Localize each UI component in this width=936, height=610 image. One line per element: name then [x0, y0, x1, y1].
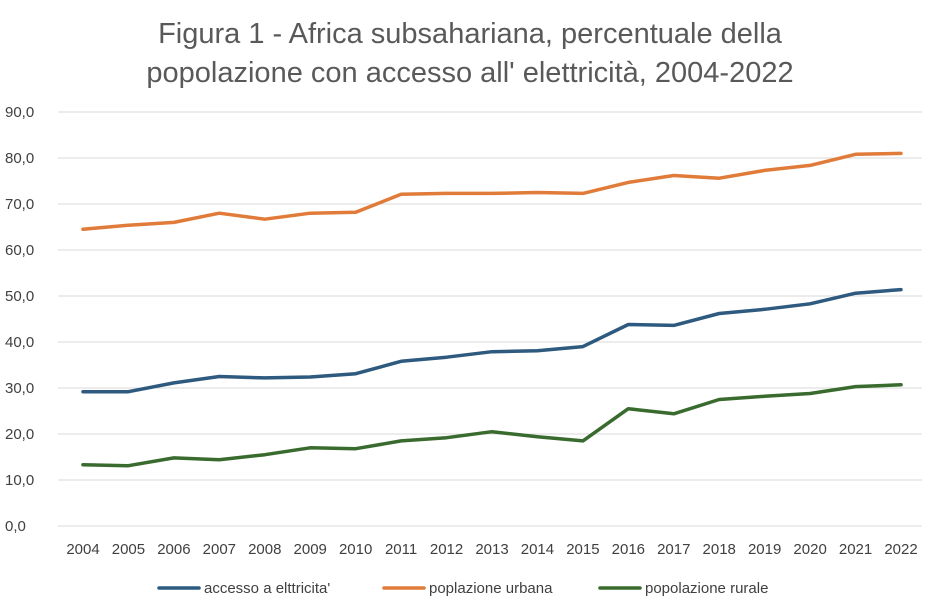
y-tick-label: 20,0 — [5, 426, 34, 443]
legend: accesso a elttricita' poplazione urbana po… — [157, 580, 768, 597]
y-tick-label: 90,0 — [5, 104, 34, 121]
x-tick-label: 2015 — [566, 541, 599, 558]
y-tick-label: 10,0 — [5, 472, 34, 489]
x-tick-label: 2012 — [430, 541, 463, 558]
series-line-3 — [81, 383, 903, 468]
x-tick-label: 2007 — [203, 541, 236, 558]
series-lines — [81, 151, 903, 468]
x-tick-label: 2005 — [112, 541, 145, 558]
chart-title: Figura 1 - Africa subsahariana, percentu… — [146, 18, 793, 89]
y-axis-tick-labels: 0,0 10,0 20,0 30,0 40,0 50,0 60,0 70,0 80,0 90,0 — [5, 104, 34, 535]
x-tick-label: 2008 — [248, 541, 281, 558]
x-tick-label: 2022 — [884, 541, 917, 558]
x-tick-label: 2019 — [748, 541, 781, 558]
x-tick-label: 2017 — [657, 541, 690, 558]
series-line-1 — [81, 287, 903, 394]
y-tick-label: 40,0 — [5, 334, 34, 351]
gridlines — [58, 111, 922, 527]
x-tick-label: 2010 — [339, 541, 372, 558]
y-tick-label: 0,0 — [5, 518, 26, 535]
x-tick-label: 2013 — [475, 541, 508, 558]
y-tick-label: 50,0 — [5, 288, 34, 305]
x-tick-label: 2021 — [839, 541, 872, 558]
x-tick-label: 2011 — [385, 541, 417, 558]
x-tick-label: 2016 — [612, 541, 645, 558]
legend-label: poplazione urbana — [429, 580, 553, 597]
x-tick-label: 2009 — [294, 541, 327, 558]
y-tick-label: 60,0 — [5, 242, 34, 259]
x-tick-label: 2014 — [521, 541, 554, 558]
series-line-2 — [81, 151, 903, 232]
y-tick-label: 70,0 — [5, 196, 34, 213]
chart-title-line-2: popolazione con accesso all' elettricità… — [146, 57, 793, 89]
x-axis-tick-labels: 2004 2005 2006 2007 2008 2009 2010 2011 2012 2013… — [66, 541, 917, 558]
x-tick-label: 2020 — [793, 541, 826, 558]
x-tick-label: 2004 — [66, 541, 99, 558]
y-tick-label: 30,0 — [5, 380, 34, 397]
chart-title-line-1: Figura 1 - Africa subsahariana, percentu… — [158, 18, 783, 50]
y-tick-label: 80,0 — [5, 150, 34, 167]
legend-label: popolazione rurale — [645, 580, 768, 597]
x-tick-label: 2018 — [703, 541, 736, 558]
x-tick-label: 2006 — [157, 541, 190, 558]
legend-label: accesso a elttricita' — [204, 580, 330, 597]
